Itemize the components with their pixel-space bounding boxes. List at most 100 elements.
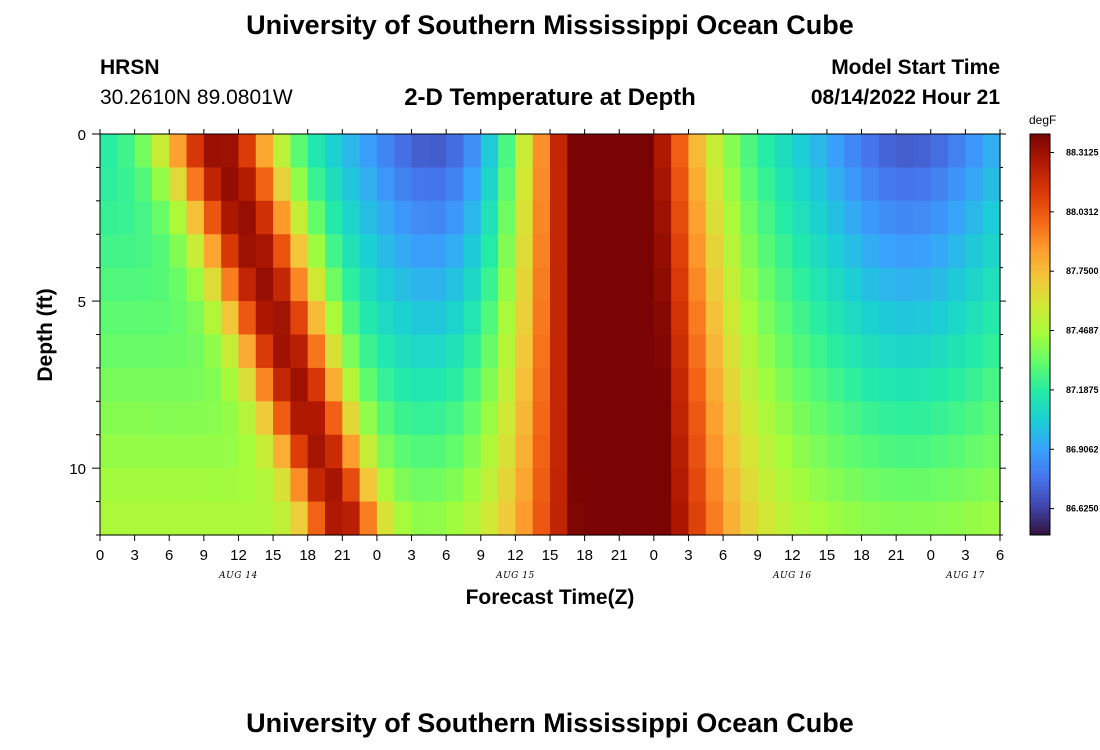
- heatmap-cell: [376, 401, 395, 436]
- heatmap-cell: [844, 134, 863, 169]
- heatmap-cell: [428, 367, 447, 402]
- heatmap-cell: [671, 134, 690, 169]
- heatmap-cell: [567, 167, 586, 202]
- x-tick-label: 0: [650, 547, 658, 564]
- heatmap-cell: [705, 434, 724, 469]
- heatmap-cell: [982, 301, 1001, 336]
- heatmap-cell: [861, 334, 880, 369]
- heatmap-cell: [861, 301, 880, 336]
- heatmap-cell: [930, 301, 949, 336]
- heatmap-cell: [238, 200, 257, 235]
- heatmap-cell: [446, 468, 465, 503]
- heatmap-cell: [532, 267, 551, 302]
- heatmap-cell: [601, 267, 620, 302]
- heatmap-cell: [117, 301, 136, 336]
- heatmap-cell: [653, 501, 672, 536]
- heatmap-cell: [238, 167, 257, 202]
- heatmap-cell: [480, 434, 499, 469]
- heatmap-cell: [307, 367, 326, 402]
- heatmap-cell: [359, 434, 378, 469]
- heatmap-cell: [619, 501, 638, 536]
- heatmap-cell: [913, 200, 932, 235]
- x-date-label: AUG 16: [772, 571, 812, 581]
- heatmap-cell: [705, 401, 724, 436]
- heatmap-cell: [203, 200, 222, 235]
- heatmap-cell: [636, 234, 655, 269]
- heatmap-cell: [100, 267, 118, 302]
- heatmap-cell: [290, 367, 309, 402]
- heatmap-cell: [913, 234, 932, 269]
- heatmap-cell: [930, 367, 949, 402]
- x-tick-label: 15: [819, 547, 836, 564]
- heatmap-cell: [515, 501, 534, 536]
- heatmap-cell: [844, 434, 863, 469]
- heatmap-cell: [653, 301, 672, 336]
- heatmap-cell: [844, 301, 863, 336]
- heatmap-cell: [342, 434, 361, 469]
- heatmap-cell: [584, 334, 603, 369]
- heatmap-cell: [255, 267, 274, 302]
- heatmap-cell: [238, 267, 257, 302]
- heatmap-cell: [325, 267, 343, 302]
- heatmap-cell: [948, 267, 966, 302]
- heatmap-cell: [463, 401, 482, 436]
- heatmap-cell: [411, 501, 430, 536]
- heatmap-cell: [757, 234, 776, 269]
- model-start-label: Model Start Time: [831, 56, 1000, 79]
- heatmap-cell: [653, 200, 672, 235]
- heatmap-cell: [203, 301, 222, 336]
- heatmap-cell: [186, 301, 205, 336]
- heatmap-cell: [567, 334, 586, 369]
- heatmap-cell: [480, 134, 499, 169]
- heatmap-cell: [584, 200, 603, 235]
- heatmap-cell: [463, 468, 482, 503]
- colorbar-label: 88.0312: [1066, 207, 1099, 217]
- heatmap-cell: [723, 200, 741, 235]
- heatmap-cell: [688, 267, 707, 302]
- heatmap-cell: [792, 267, 811, 302]
- heatmap-cell: [740, 301, 759, 336]
- heatmap-cell: [221, 334, 240, 369]
- heatmap-cell: [930, 200, 949, 235]
- heatmap-cell: [134, 468, 153, 503]
- heatmap-cell: [100, 301, 118, 336]
- heatmap-cell: [428, 167, 447, 202]
- heatmap-cell: [861, 200, 880, 235]
- heatmap-cell: [757, 501, 776, 536]
- heatmap-cell: [221, 301, 240, 336]
- heatmap-cell: [394, 167, 413, 202]
- x-tick-label: 9: [477, 547, 485, 564]
- heatmap-cell: [688, 468, 707, 503]
- heatmap-cell: [169, 468, 188, 503]
- heatmap-cell: [982, 367, 1001, 402]
- heatmap-cell: [965, 334, 984, 369]
- heatmap-cell: [428, 200, 447, 235]
- heatmap-cell: [359, 234, 378, 269]
- heatmap-cell: [411, 167, 430, 202]
- heatmap-cell: [290, 167, 309, 202]
- heatmap-cell: [428, 501, 447, 536]
- heatmap-cell: [290, 468, 309, 503]
- heatmap-cell: [723, 334, 741, 369]
- heatmap-cell: [619, 301, 638, 336]
- heatmap-cell: [151, 200, 170, 235]
- heatmap-cell: [273, 367, 291, 402]
- heatmap-cell: [636, 167, 655, 202]
- heatmap-cell: [325, 468, 343, 503]
- heatmap-cell: [636, 367, 655, 402]
- heatmap-cell: [428, 468, 447, 503]
- heatmap-cell: [290, 234, 309, 269]
- y-tick-label: 0: [78, 127, 86, 144]
- heatmap-cell: [359, 267, 378, 302]
- heatmap-cell: [948, 200, 966, 235]
- heatmap-cell: [100, 200, 118, 235]
- x-tick-label: 12: [784, 547, 801, 564]
- heatmap-cell: [151, 468, 170, 503]
- heatmap-cell: [878, 134, 897, 169]
- heatmap-cell: [930, 434, 949, 469]
- heatmap-cell: [394, 200, 413, 235]
- heatmap-cell: [411, 401, 430, 436]
- heatmap-cell: [705, 468, 724, 503]
- heatmap-cell: [411, 434, 430, 469]
- heatmap-cell: [601, 468, 620, 503]
